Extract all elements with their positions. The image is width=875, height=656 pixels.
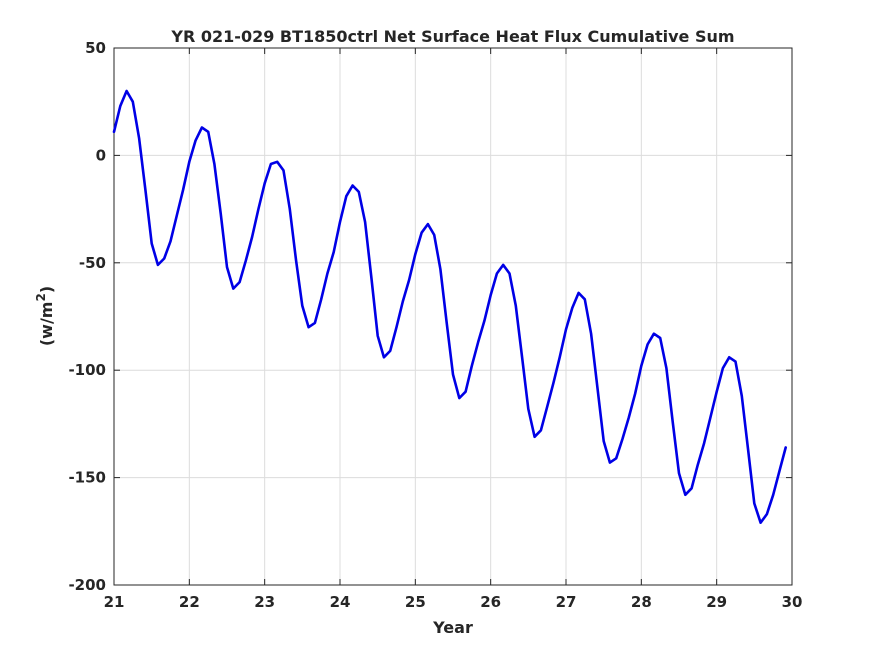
y-tick-labels: -200 -150 -100 -50 0 50	[68, 39, 106, 594]
x-tick-label: 21	[104, 593, 125, 611]
y-tick-label: 50	[85, 39, 106, 57]
x-tick-label: 22	[179, 593, 200, 611]
grid-lines	[113, 47, 793, 586]
x-tick-label: 24	[330, 593, 351, 611]
y-axis-label-sup: 2	[34, 293, 48, 301]
x-tick-label: 23	[254, 593, 275, 611]
y-tick-label: -50	[79, 254, 106, 272]
axis-ticks	[113, 47, 793, 586]
x-axis-label: Year	[432, 618, 473, 637]
x-tick-label: 27	[556, 593, 577, 611]
y-tick-label: 0	[96, 146, 106, 164]
x-tick-label: 28	[631, 593, 652, 611]
x-tick-label: 25	[405, 593, 426, 611]
plot-frame	[113, 47, 793, 586]
y-tick-label: -100	[68, 361, 106, 379]
x-tick-label: 30	[782, 593, 803, 611]
chart-title: YR 021-029 BT1850ctrl Net Surface Heat F…	[170, 27, 734, 46]
x-tick-labels: 21 22 23 24 25 26 27 28 29 30	[104, 593, 803, 611]
series-line	[112, 89, 787, 524]
y-axis-label-close: )	[37, 286, 56, 293]
x-tick-label: 26	[480, 593, 501, 611]
x-tick-label: 29	[706, 593, 727, 611]
y-axis-label-base: (w/m	[37, 302, 56, 347]
y-tick-label: -200	[68, 576, 106, 594]
y-tick-label: -150	[68, 469, 106, 487]
y-axis-label: (w/m2)	[34, 286, 56, 346]
